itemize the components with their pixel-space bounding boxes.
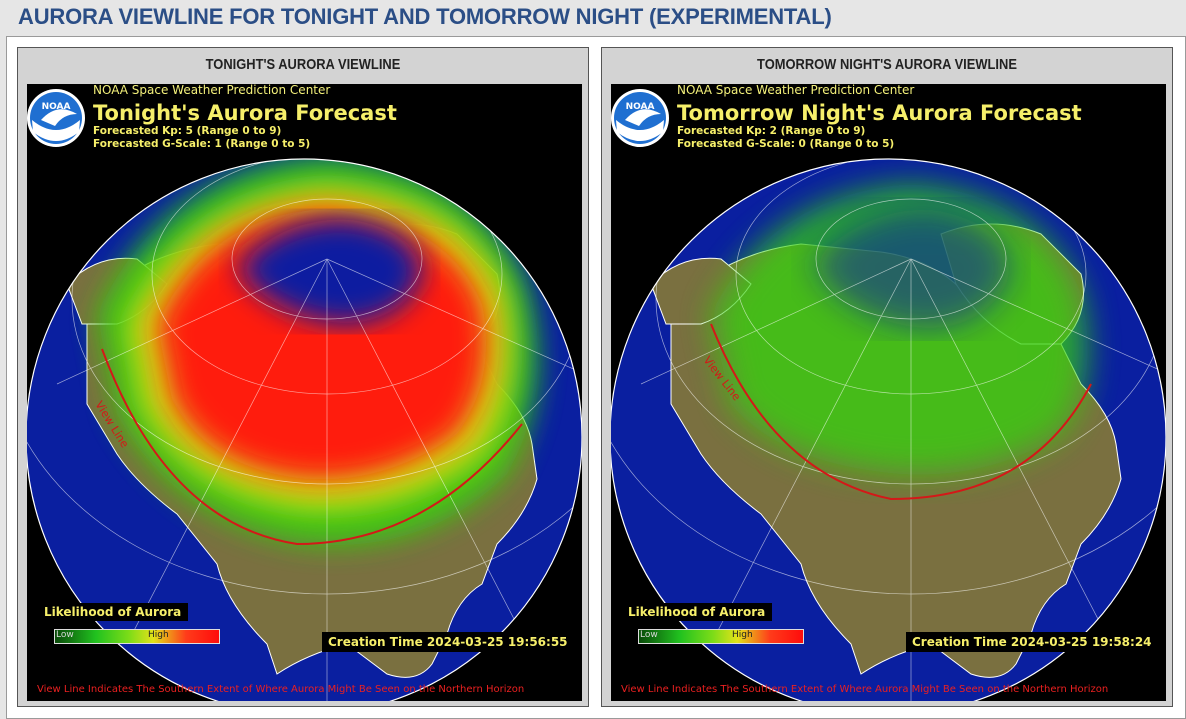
creation-time: Creation Time 2024-03-25 19:56:55	[322, 632, 574, 652]
likelihood-color-bar	[54, 629, 220, 644]
forecast-g-scale: Forecasted G-Scale: 1 (Range 0 to 5)	[93, 138, 311, 150]
view-line	[710, 323, 1092, 501]
noaa-logo-text: NOAA	[626, 102, 655, 112]
legend-high-label: High	[732, 630, 753, 640]
view-line-note: View Line Indicates The Southern Extent …	[37, 684, 525, 695]
view-line	[101, 348, 523, 546]
forecast-kp: Forecasted Kp: 5 (Range 0 to 9)	[93, 125, 282, 137]
view-line-note: View Line Indicates The Southern Extent …	[621, 684, 1109, 695]
agency-label: NOAA Space Weather Prediction Center	[93, 84, 331, 97]
globe-outline	[27, 158, 582, 701]
panel-tonight: TONIGHT'S AURORA VIEWLINE	[17, 47, 589, 707]
panel-heading: TONIGHT'S AURORA VIEWLINE	[205, 56, 401, 73]
noaa-logo-text: NOAA	[42, 102, 71, 112]
noaa-logo-icon: NOAA	[27, 89, 85, 147]
legend-title: Likelihood of Aurora	[621, 603, 773, 621]
page-title: AURORA VIEWLINE FOR TONIGHT AND TOMORROW…	[18, 4, 832, 29]
forecast-title: Tomorrow Night's Aurora Forecast	[677, 101, 1082, 125]
agency-label: NOAA Space Weather Prediction Center	[677, 84, 915, 97]
aurora-map-graphic: View Line NOAA	[611, 89, 1166, 701]
globe-outline	[611, 158, 1166, 701]
legend-high-label: High	[148, 630, 169, 640]
aurora-oval-hole	[237, 219, 422, 324]
graticule	[611, 159, 1166, 701]
aurora-map-graphic: View Line NOAA	[27, 89, 582, 701]
forecast-kp: Forecasted Kp: 2 (Range 0 to 9)	[677, 125, 866, 137]
forecast-g-scale: Forecasted G-Scale: 0 (Range 0 to 5)	[677, 138, 895, 150]
panel-tomorrow: TOMORROW NIGHT'S AURORA VIEWLINE	[601, 47, 1173, 707]
likelihood-color-bar	[638, 629, 804, 644]
noaa-logo-icon: NOAA	[611, 89, 669, 147]
legend-low-label: Low	[640, 630, 658, 640]
aurora-forecast-image[interactable]: View Line NOAA NOAA Space Weather Predic…	[611, 84, 1166, 701]
aurora-forecast-image[interactable]: View Line NOAA NOAA Space Weather Predic…	[27, 84, 582, 701]
legend-low-label: Low	[56, 630, 74, 640]
panel-heading: TOMORROW NIGHT'S AURORA VIEWLINE	[757, 56, 1017, 73]
forecast-title: Tonight's Aurora Forecast	[93, 101, 397, 125]
creation-time: Creation Time 2024-03-25 19:58:24	[906, 632, 1158, 652]
legend-title: Likelihood of Aurora	[37, 603, 189, 621]
